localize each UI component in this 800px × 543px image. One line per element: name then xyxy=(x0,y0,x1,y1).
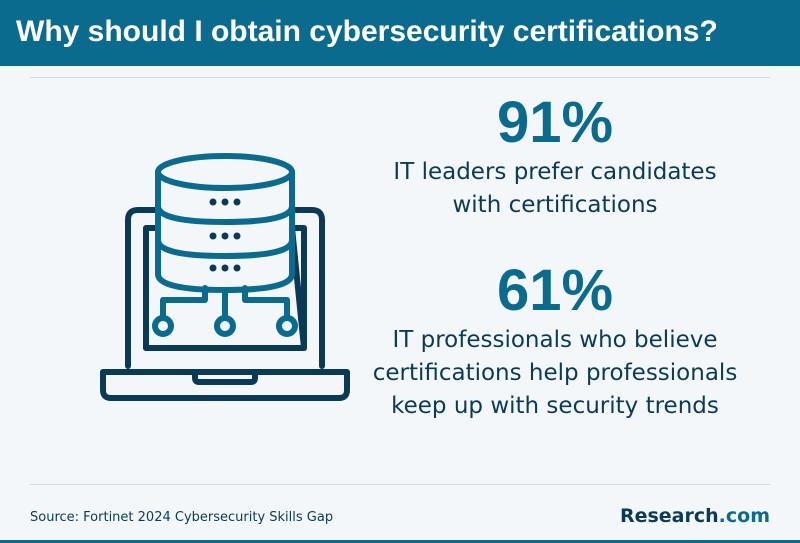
stat-value: 61% xyxy=(496,258,614,323)
laptop-lid-right xyxy=(289,207,325,369)
laptop-base xyxy=(100,369,350,401)
stat-description-line: IT professionals who believe xyxy=(392,327,718,353)
top-divider xyxy=(30,77,770,78)
stat-description-line: IT leaders prefer candidates xyxy=(393,159,717,185)
source-citation: Source: Fortinet 2024 Cybersecurity Skil… xyxy=(30,510,334,525)
database-indicator-dots xyxy=(209,198,241,272)
stat-description: IT professionals who believe certificati… xyxy=(345,324,765,423)
laptop-notch xyxy=(192,369,258,385)
header-banner: Why should I obtain cybersecurity certif… xyxy=(0,0,800,66)
stat-block-leaders: 91% IT leaders prefer candidates with ce… xyxy=(345,90,765,222)
brand-logo[interactable]: Research.com xyxy=(620,505,770,527)
stat-description-line: certifications help professionals xyxy=(372,360,738,386)
brand-name: Research xyxy=(619,505,719,527)
bottom-divider xyxy=(30,484,770,485)
stat-description-line: keep up with security trends xyxy=(391,393,719,419)
stat-value: 91% xyxy=(496,90,614,155)
network-icon xyxy=(152,285,298,337)
laptop-lid-left xyxy=(125,207,161,369)
stat-description: IT leaders prefer candidates with certif… xyxy=(345,156,765,222)
page-title: Why should I obtain cybersecurity certif… xyxy=(16,15,718,48)
laptop-database-network-icon xyxy=(100,153,350,401)
stat-description-line: with certifications xyxy=(452,192,658,218)
stat-block-professionals: 61% IT professionals who believe certifi… xyxy=(345,258,765,423)
brand-tld: .com xyxy=(718,505,770,527)
